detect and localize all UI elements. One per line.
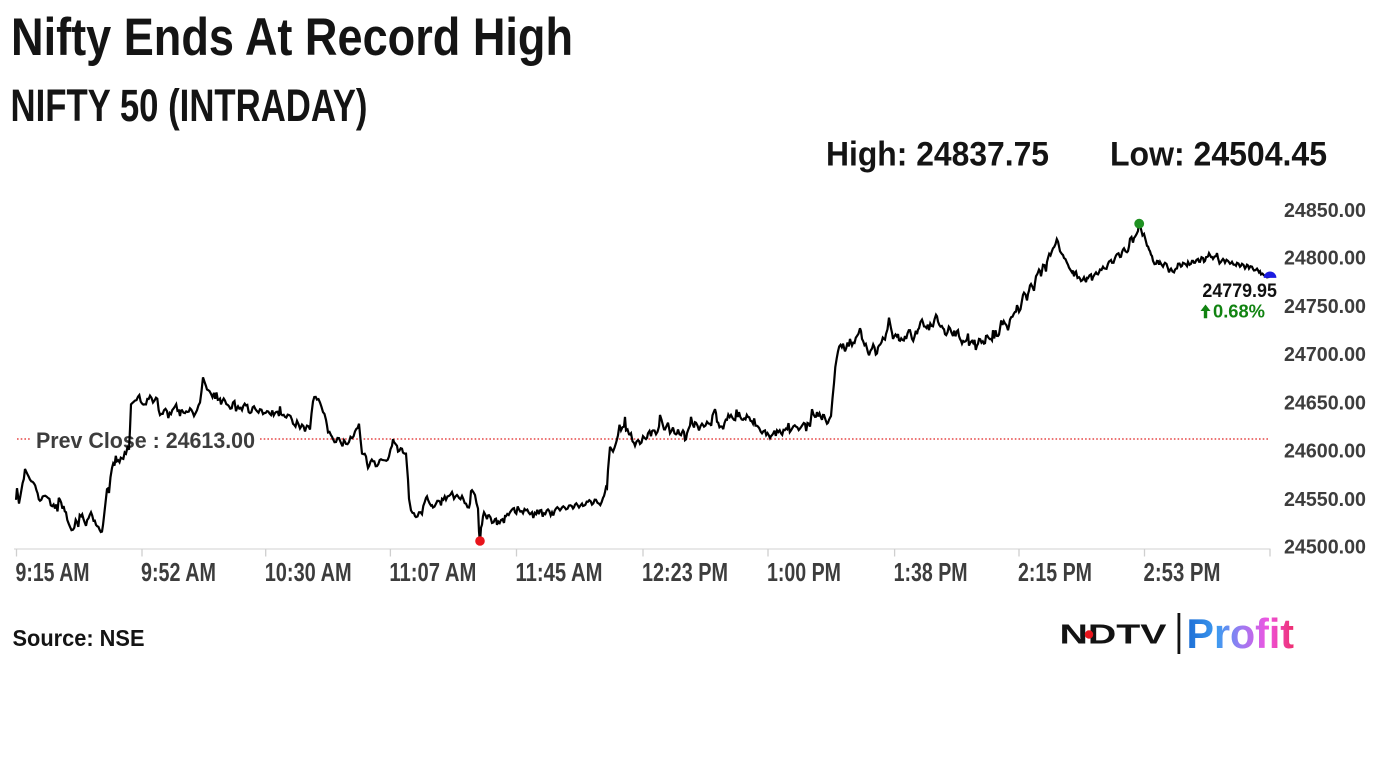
svg-text:10:30 AM: 10:30 AM bbox=[265, 557, 352, 587]
svg-text:Prev Close : 24613.00: Prev Close : 24613.00 bbox=[36, 428, 255, 453]
svg-text:9:52 AM: 9:52 AM bbox=[141, 557, 216, 587]
svg-text:9:15 AM: 9:15 AM bbox=[16, 557, 90, 587]
svg-text:Profit: Profit bbox=[1187, 610, 1295, 657]
svg-text:24800.00: 24800.00 bbox=[1284, 247, 1366, 270]
svg-text:24750.00: 24750.00 bbox=[1284, 295, 1366, 318]
svg-text:Source: NSE: Source: NSE bbox=[13, 625, 145, 651]
svg-text:24600.00: 24600.00 bbox=[1284, 440, 1366, 463]
svg-text:1:38 PM: 1:38 PM bbox=[894, 557, 968, 587]
svg-text:11:07 AM: 11:07 AM bbox=[389, 557, 476, 587]
svg-text:NDTV: NDTV bbox=[1060, 619, 1168, 650]
svg-text:24850.00: 24850.00 bbox=[1284, 199, 1366, 222]
svg-text:24550.00: 24550.00 bbox=[1284, 488, 1366, 511]
svg-text:24650.00: 24650.00 bbox=[1284, 392, 1366, 415]
svg-text:High: 24837.75: High: 24837.75 bbox=[826, 136, 1049, 174]
svg-text:NIFTY 50 (INTRADAY): NIFTY 50 (INTRADAY) bbox=[11, 80, 368, 131]
svg-text:12:23 PM: 12:23 PM bbox=[642, 557, 728, 587]
svg-text:24700.00: 24700.00 bbox=[1284, 343, 1366, 366]
svg-text:Nifty Ends At Record High: Nifty Ends At Record High bbox=[11, 8, 573, 67]
svg-text:2:53 PM: 2:53 PM bbox=[1144, 557, 1221, 587]
svg-text:1:00 PM: 1:00 PM bbox=[767, 557, 841, 587]
svg-text:24500.00: 24500.00 bbox=[1284, 536, 1366, 559]
svg-text:24779.95: 24779.95 bbox=[1202, 281, 1277, 302]
svg-text:11:45 AM: 11:45 AM bbox=[516, 557, 603, 587]
svg-text:2:15 PM: 2:15 PM bbox=[1018, 557, 1092, 587]
svg-text:0.68%: 0.68% bbox=[1213, 302, 1265, 322]
svg-text:Low: 24504.45: Low: 24504.45 bbox=[1110, 136, 1327, 174]
